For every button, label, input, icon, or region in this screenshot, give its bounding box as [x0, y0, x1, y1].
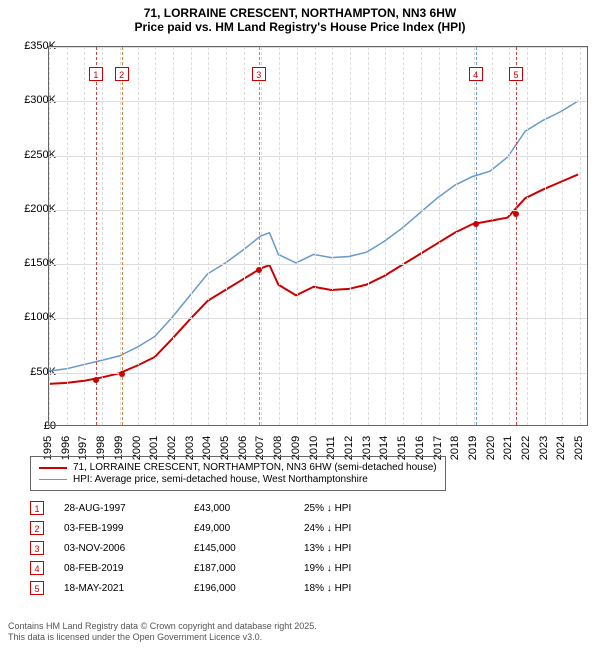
chart-container: 71, LORRAINE CRESCENT, NORTHAMPTON, NN3 … [0, 0, 600, 650]
x-tick-label: 2018 [449, 433, 461, 463]
legend-item: HPI: Average price, semi-detached house,… [39, 474, 437, 485]
legend-box: 71, LORRAINE CRESCENT, NORTHAMPTON, NN3 … [30, 456, 446, 491]
chart-lines [49, 47, 587, 425]
marker-label: 3 [252, 67, 266, 81]
footer-line-1: Contains HM Land Registry data © Crown c… [8, 621, 317, 633]
footer-text: Contains HM Land Registry data © Crown c… [8, 621, 317, 644]
transactions-table: 128-AUG-1997£43,00025% ↓ HPI203-FEB-1999… [30, 498, 404, 598]
chart-plot-area: 12 3 4 5 [48, 46, 588, 426]
x-tick-label: 2020 [485, 433, 497, 463]
x-tick-label: 2024 [555, 433, 567, 463]
x-tick-label: 2021 [502, 433, 514, 463]
transaction-row: 203-FEB-1999£49,00024% ↓ HPI [30, 518, 404, 538]
legend-item: 71, LORRAINE CRESCENT, NORTHAMPTON, NN3 … [39, 462, 437, 473]
marker-label: 2 [115, 67, 129, 81]
x-tick-label: 2022 [520, 433, 532, 463]
chart-title: 71, LORRAINE CRESCENT, NORTHAMPTON, NN3 … [0, 0, 600, 20]
x-tick-label: 2019 [467, 433, 479, 463]
transaction-row: 408-FEB-2019£187,00019% ↓ HPI [30, 558, 404, 578]
footer-line-2: This data is licensed under the Open Gov… [8, 632, 317, 644]
chart-subtitle: Price paid vs. HM Land Registry's House … [0, 20, 600, 38]
transaction-row: 128-AUG-1997£43,00025% ↓ HPI [30, 498, 404, 518]
transaction-row: 303-NOV-2006£145,00013% ↓ HPI [30, 538, 404, 558]
marker-label: 1 [89, 67, 103, 81]
marker-label: 4 [469, 67, 483, 81]
x-tick-label: 2023 [538, 433, 550, 463]
x-tick-label: 2025 [573, 433, 585, 463]
transaction-row: 518-MAY-2021£196,00018% ↓ HPI [30, 578, 404, 598]
marker-label: 5 [509, 67, 523, 81]
